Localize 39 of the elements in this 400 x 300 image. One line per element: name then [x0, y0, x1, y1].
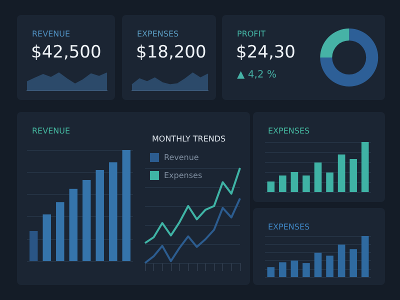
- text: $24,30: [236, 42, 296, 62]
- bar: [314, 162, 322, 192]
- bar: [302, 176, 310, 192]
- chart-title: EXPENSES: [137, 30, 179, 38]
- bar: [267, 182, 275, 192]
- bar: [350, 159, 357, 192]
- bar: [30, 231, 38, 261]
- bar: [96, 170, 104, 261]
- chart-title: REVENUE: [32, 126, 70, 136]
- bar: [361, 236, 369, 277]
- bar: [326, 172, 334, 192]
- text: ▲ 4,2 %: [237, 70, 276, 80]
- chart-subtitle: $18,200: [136, 42, 206, 62]
- bar: [361, 142, 369, 192]
- chart-title: REVENUE: [32, 30, 70, 38]
- bar: [109, 162, 118, 261]
- bar: [56, 202, 64, 261]
- bar: [326, 256, 334, 277]
- chart-title: EXPENSES: [268, 126, 310, 136]
- chart-title: EXPENSES: [268, 222, 310, 232]
- bar: [314, 252, 322, 277]
- bar: [338, 154, 346, 192]
- bar: [122, 150, 130, 261]
- chart-title: MONTHLY TRENDS: [152, 134, 226, 144]
- bar: [338, 244, 346, 277]
- text: PROFIT: [237, 30, 266, 38]
- bar: [82, 180, 91, 261]
- bar: [69, 188, 78, 261]
- bar: [279, 176, 286, 192]
- bar: [302, 263, 310, 277]
- bar: [279, 262, 286, 277]
- bar: [42, 214, 51, 261]
- legend-label: Revenue: [164, 153, 199, 162]
- bar: [290, 172, 298, 192]
- legend-label: Expenses: [164, 171, 202, 180]
- bar: [267, 267, 275, 277]
- bar: [290, 260, 298, 277]
- chart-subtitle: $42,500: [31, 42, 102, 62]
- bar: [350, 249, 357, 277]
